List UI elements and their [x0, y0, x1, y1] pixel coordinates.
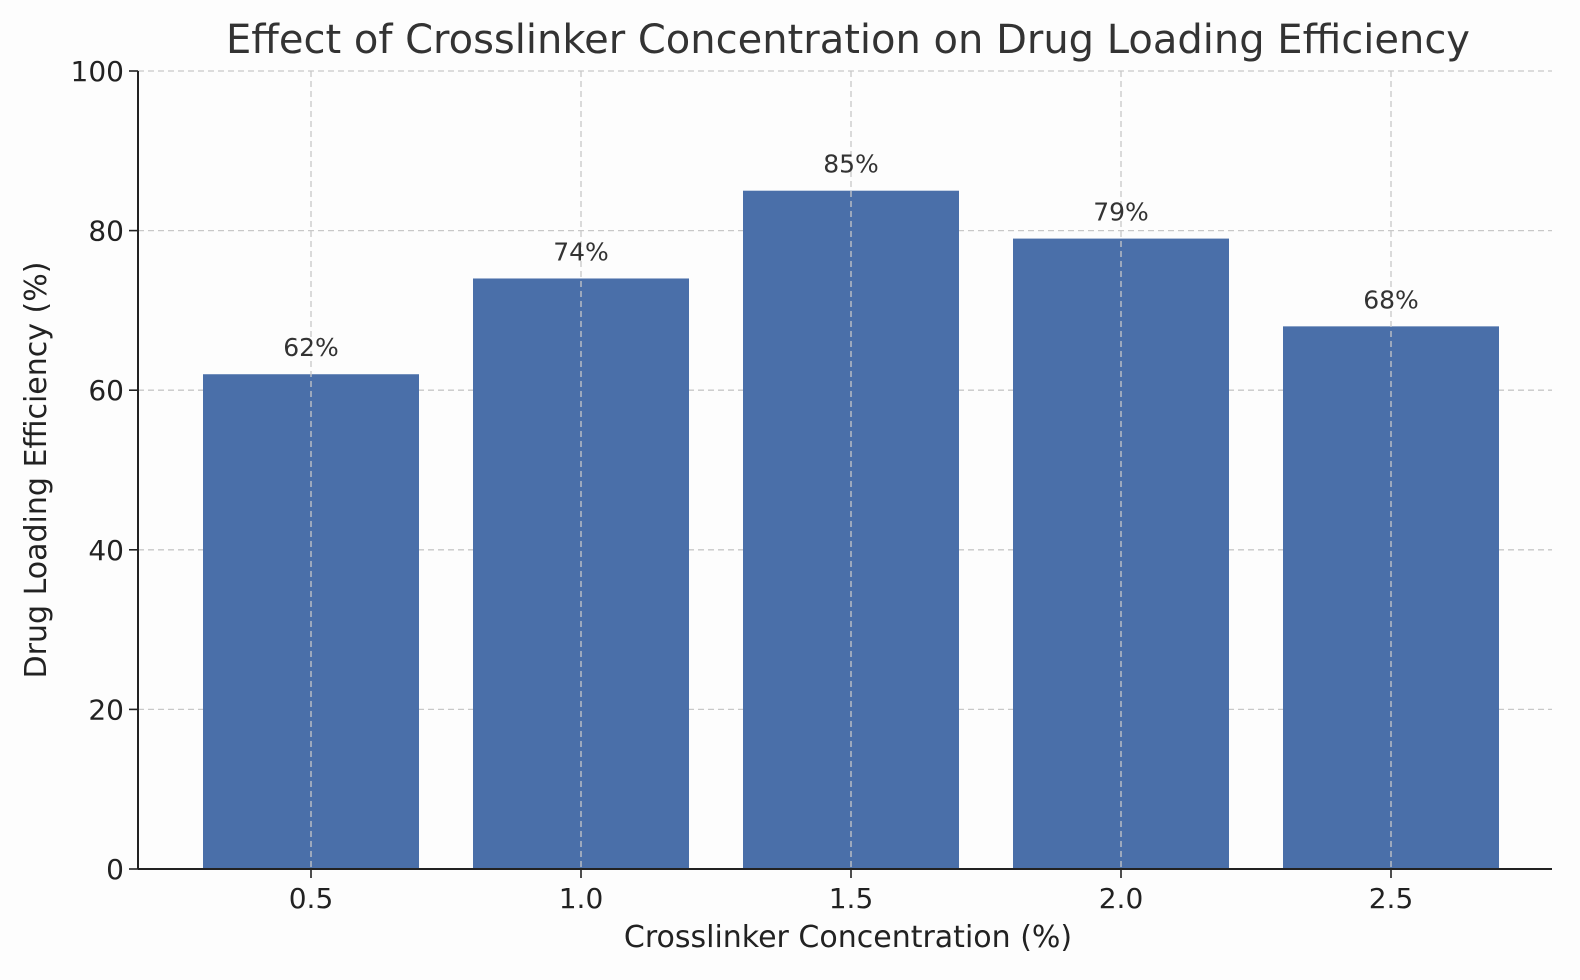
y-tick-label: 40	[88, 534, 124, 567]
axes-layer	[129, 70, 1552, 878]
bar-data-label: 85%	[823, 150, 879, 179]
x-tick-label: 2.5	[1369, 882, 1414, 915]
x-tick-label: 2.0	[1099, 882, 1144, 915]
chart-title: Effect of Crosslinker Concentration on D…	[226, 17, 1470, 63]
bar-data-label: 74%	[553, 237, 609, 266]
y-tick-label: 20	[88, 693, 124, 726]
y-tick-label: 80	[88, 215, 124, 248]
labels-layer: 0 20 40 60 80 100 0.5 62% 1.0 74% 1.5 85% 2.0 79% 2.5 6…	[71, 55, 1419, 915]
bar-data-label: 62%	[283, 333, 339, 362]
x-axis-label: Crosslinker Concentration (%)	[624, 920, 1072, 955]
vertical-grid-layer	[310, 71, 1392, 869]
bar-data-label: 79%	[1093, 198, 1149, 227]
y-axis-label: Drug Loading Efficiency (%)	[19, 262, 54, 679]
x-tick-label: 1.5	[829, 882, 874, 915]
bar	[1283, 326, 1499, 869]
bar-data-label: 68%	[1363, 285, 1419, 314]
y-tick-label: 100	[71, 55, 124, 88]
x-tick-label: 0.5	[289, 882, 334, 915]
y-tick-label: 0	[106, 853, 124, 886]
y-tick-label: 60	[88, 374, 124, 407]
x-tick-label: 1.0	[559, 882, 604, 915]
